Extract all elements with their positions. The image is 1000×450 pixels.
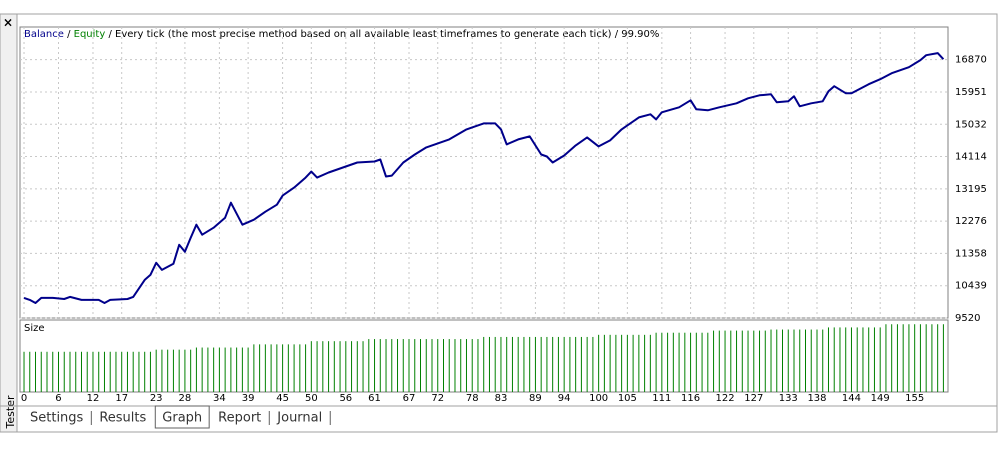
x-tick-label: 122: [716, 393, 735, 404]
x-tick-label: 6: [55, 393, 61, 404]
x-tick-label: 149: [871, 393, 890, 404]
y-tick-label: 16870: [955, 55, 987, 66]
x-tick-label: 50: [305, 393, 318, 404]
balance-panel: [19, 26, 949, 319]
x-tick-label: 116: [681, 393, 700, 404]
size-label: Size: [24, 323, 45, 334]
x-tick-label: 12: [87, 393, 100, 404]
x-tick-label: 111: [652, 393, 671, 404]
close-button[interactable]: ×: [3, 16, 13, 30]
x-tick-label: 72: [431, 393, 444, 404]
x-tick-label: 155: [905, 393, 924, 404]
x-tick-label: 133: [779, 393, 798, 404]
tab[interactable]: Journal: [276, 411, 331, 426]
x-tick-label: 89: [529, 393, 542, 404]
x-tick-label: 100: [589, 393, 608, 404]
x-tick-label: 17: [115, 393, 128, 404]
legend-balance: Balance: [24, 29, 64, 40]
x-tick-label: 56: [339, 393, 352, 404]
y-tick-label: 11358: [955, 248, 987, 259]
x-tick-label: 94: [558, 393, 571, 404]
active-tab: [154, 405, 210, 429]
model-quality: 99.90%: [621, 29, 659, 40]
y-tick-label: 10439: [955, 281, 987, 292]
x-tick-label: 105: [618, 393, 637, 404]
x-tick-label: 23: [150, 393, 163, 404]
separator: /: [615, 29, 619, 40]
test-method: Every tick (the most precise method base…: [115, 29, 612, 40]
x-tick-label: 138: [807, 393, 826, 404]
x-tick-label: 0: [21, 393, 27, 404]
x-tick-label: 83: [495, 393, 508, 404]
x-tick-label: 67: [403, 393, 416, 404]
x-tick-label: 34: [213, 393, 226, 404]
y-tick-label: 9520: [955, 313, 980, 324]
x-tick-label: 127: [744, 393, 763, 404]
tab-label: Results: [99, 411, 146, 426]
x-tick-label: 28: [179, 393, 192, 404]
side-bar: [0, 13, 18, 433]
legend-equity: Equity: [74, 29, 106, 40]
y-tick-label: 13195: [955, 184, 987, 195]
tab[interactable]: Graph: [154, 405, 210, 429]
side-title: Tester: [4, 395, 17, 429]
tab[interactable]: Results: [99, 411, 146, 426]
tabs: Settings Results Graph Report Journal: [30, 405, 331, 429]
tab[interactable]: Settings: [30, 411, 92, 426]
tab[interactable]: Report: [218, 411, 270, 426]
y-tick-label: 15032: [955, 119, 987, 130]
chart-caption: Balance / Equity / Every tick (the most …: [24, 29, 659, 40]
tab-label: Report: [218, 411, 261, 426]
x-tick-label: 39: [242, 393, 255, 404]
balance-line: [23, 52, 945, 304]
y-tick-label: 14114: [955, 152, 987, 163]
tab-label: Settings: [30, 411, 84, 426]
x-tick-label: 45: [276, 393, 289, 404]
separator: /: [108, 29, 112, 40]
tab-label: Journal: [276, 411, 322, 426]
x-tick-label: 78: [466, 393, 479, 404]
y-tick-label: 12276: [955, 216, 987, 227]
separator: /: [67, 29, 71, 40]
tab-label: Graph: [162, 411, 202, 426]
x-tick-label: 144: [842, 393, 861, 404]
x-tick-label: 61: [368, 393, 381, 404]
y-tick-label: 15951: [955, 87, 987, 98]
